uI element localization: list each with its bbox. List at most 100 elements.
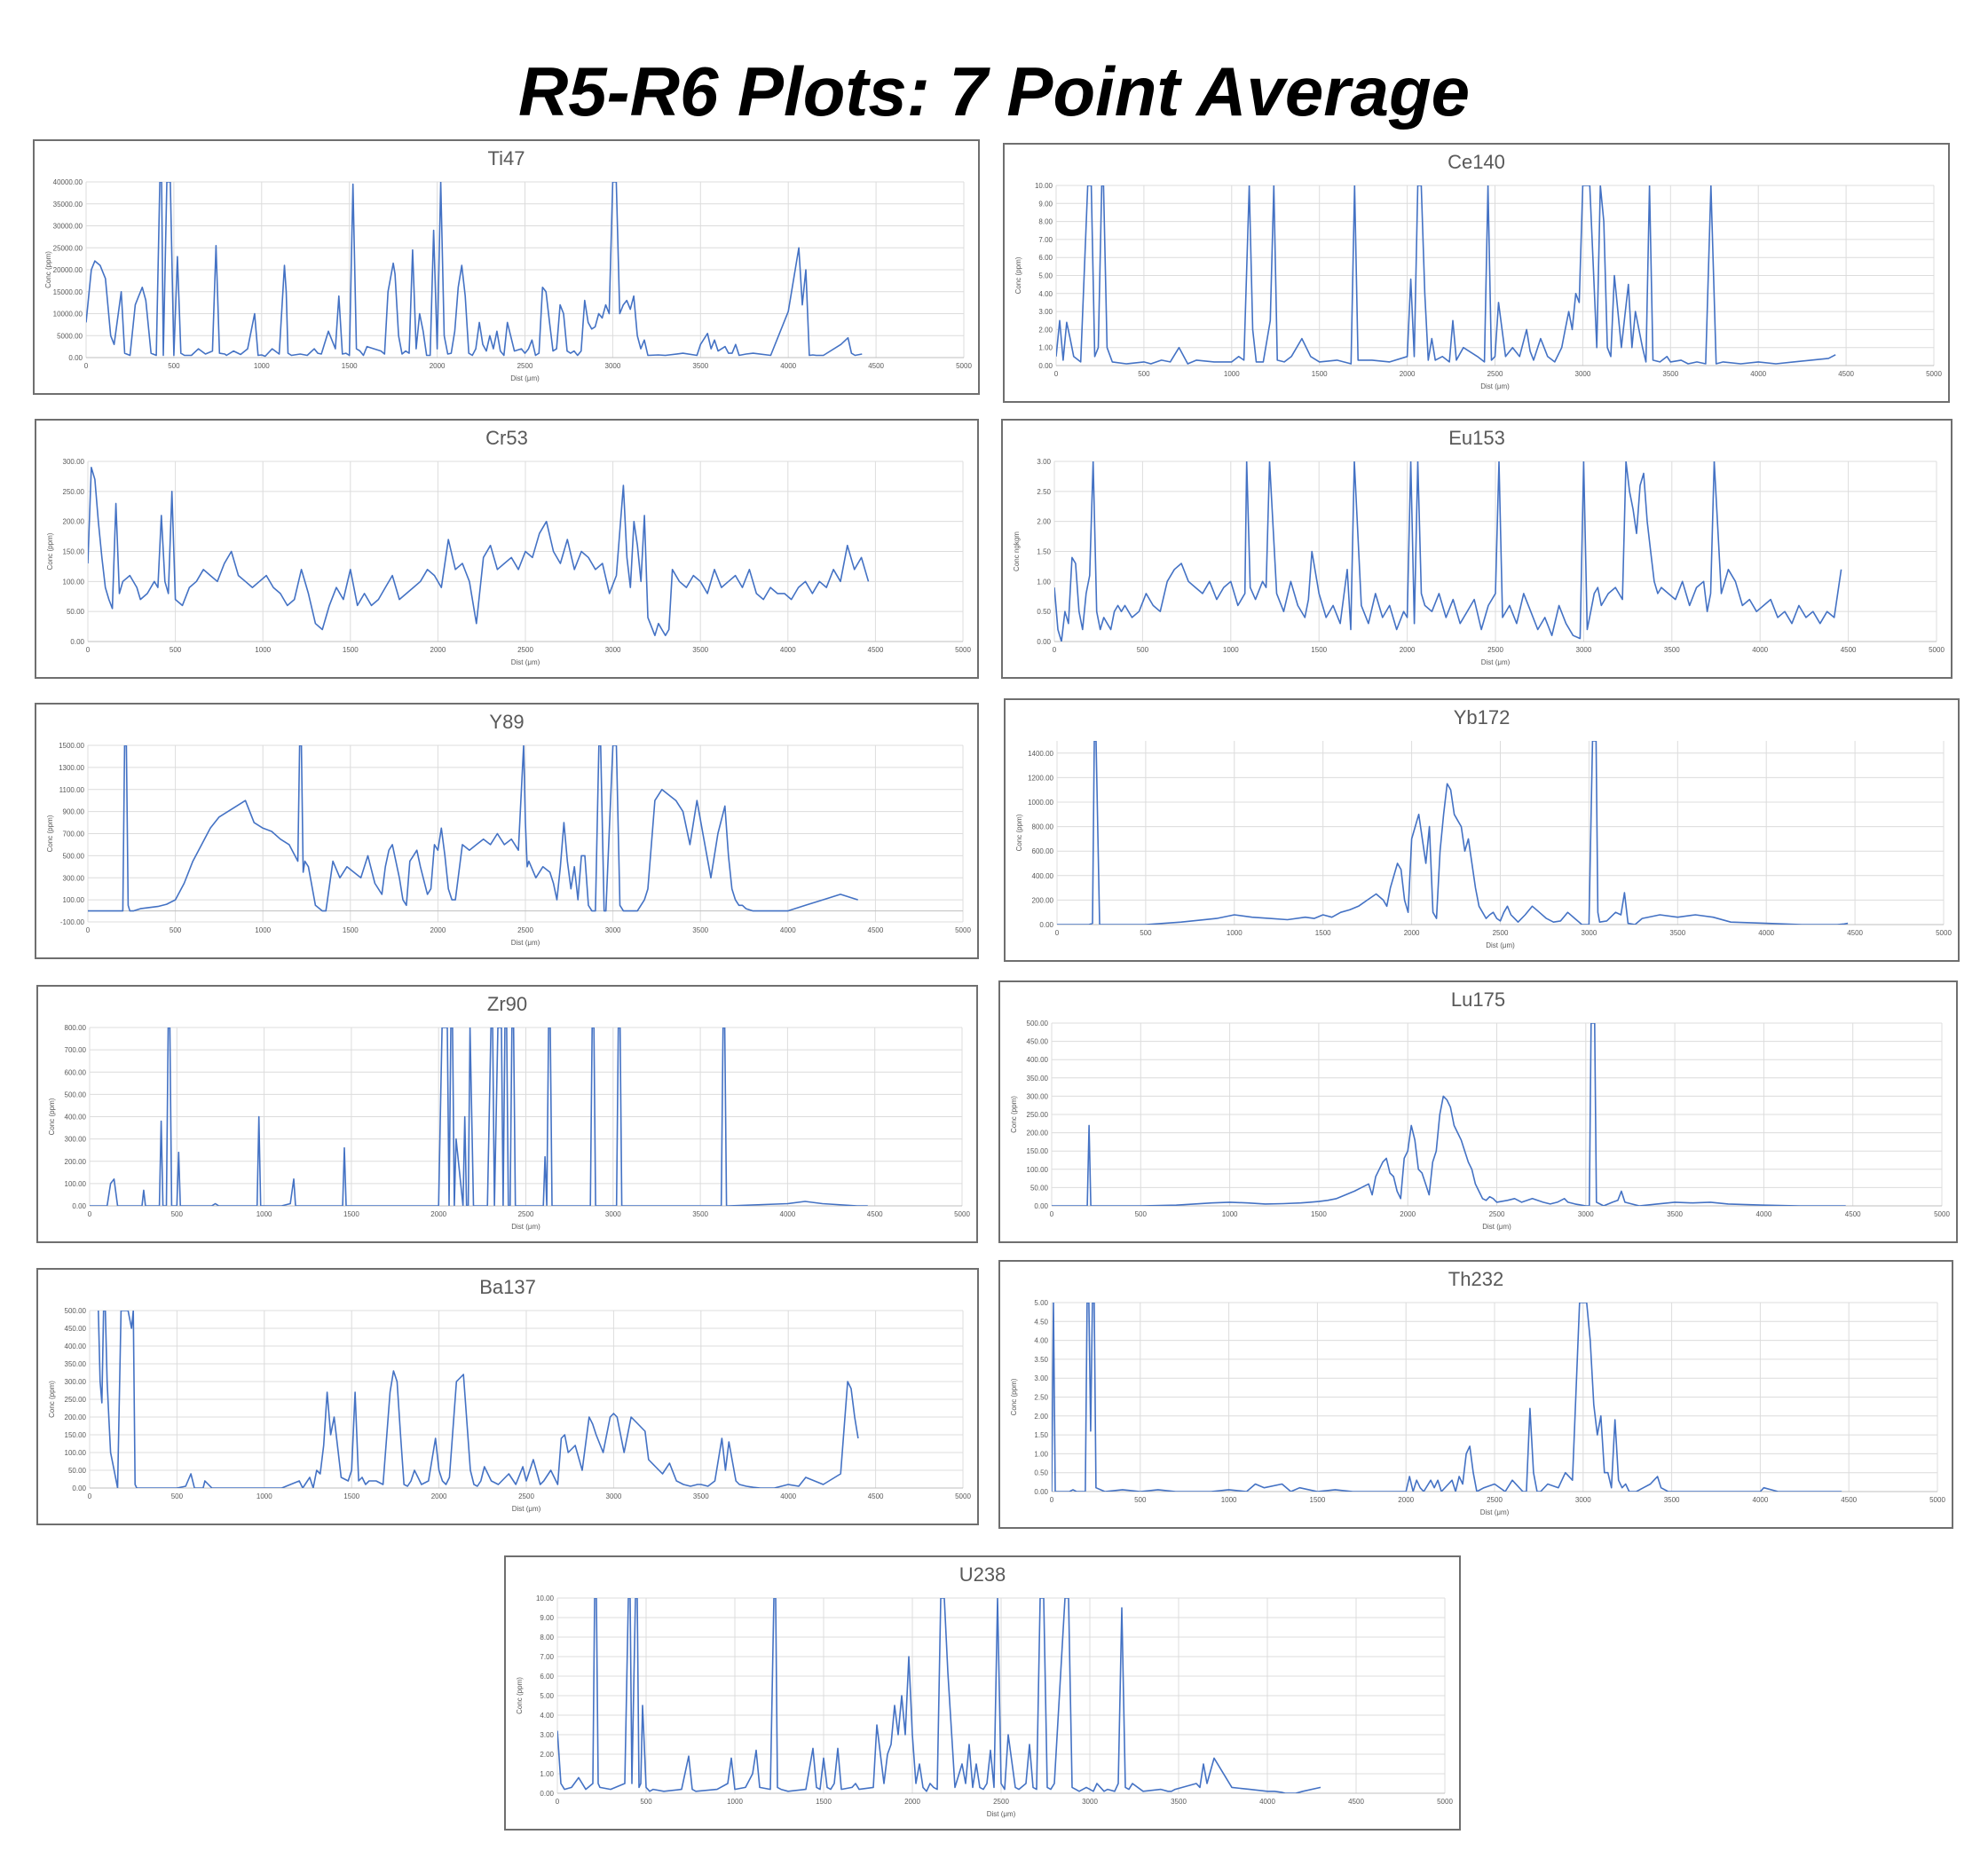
y-tick-label: 100.00 bbox=[65, 1180, 87, 1188]
y-tick-label: 2.00 bbox=[1038, 326, 1053, 334]
x-tick-label: 2500 bbox=[517, 926, 533, 934]
x-tick-label: 5000 bbox=[1437, 1798, 1453, 1806]
y-tick-label: 5000.00 bbox=[57, 332, 83, 340]
x-tick-label: 500 bbox=[1134, 1496, 1147, 1504]
y-tick-label: 35000.00 bbox=[53, 201, 83, 209]
x-tick-label: 4000 bbox=[780, 362, 796, 370]
series-line-ba137 bbox=[98, 1311, 859, 1488]
chart-svg-eu153: Eu153 0 500 1000 1500 2000 2500 3000 3500 4000 450… bbox=[1013, 427, 1945, 666]
x-tick-label: 3500 bbox=[692, 362, 708, 370]
y-axis-label: Conc ngkgm bbox=[1013, 531, 1021, 571]
y-tick-label: 10.00 bbox=[536, 1594, 555, 1602]
chart-panel-th232: Th232 0 500 1000 1500 2000 2500 3000 3500 4000 450… bbox=[998, 1260, 1953, 1529]
chart-panel-lu175: Lu175 0 500 1000 1500 2000 2500 3000 3500 4000 450… bbox=[998, 980, 1958, 1243]
x-axis-label: Dist (μm) bbox=[511, 1223, 540, 1231]
x-tick-label: 500 bbox=[171, 1210, 184, 1218]
y-tick-label: 1.00 bbox=[1034, 1450, 1048, 1458]
chart-panel-yb172: Yb172 0 500 1000 1500 2000 2500 3000 3500 4000 450… bbox=[1004, 698, 1960, 962]
chart-panel-ce140: Ce140 0 500 1000 1500 2000 2500 3000 3500 4000 450… bbox=[1003, 143, 1950, 403]
x-tick-label: 3000 bbox=[606, 1492, 622, 1500]
x-tick-label: 3500 bbox=[692, 646, 708, 654]
y-tick-label: 200.00 bbox=[65, 1413, 87, 1421]
y-tick-label: 1400.00 bbox=[1028, 750, 1053, 758]
series-line-lu175 bbox=[1052, 1023, 1846, 1206]
y-tick-label: 1200.00 bbox=[1028, 774, 1053, 782]
y-tick-label: 50.00 bbox=[67, 608, 85, 616]
x-tick-label: 1500 bbox=[1315, 929, 1331, 937]
x-tick-label: 1000 bbox=[255, 926, 271, 934]
x-tick-label: 4000 bbox=[780, 926, 796, 934]
y-tick-label: 800.00 bbox=[1032, 823, 1054, 831]
y-tick-label: 40000.00 bbox=[53, 178, 83, 186]
y-tick-label: 150.00 bbox=[63, 548, 85, 556]
series-line-zr90 bbox=[90, 1028, 868, 1206]
x-tick-label: 500 bbox=[1135, 1210, 1148, 1218]
x-tick-label: 1000 bbox=[256, 1210, 272, 1218]
x-tick-label: 1000 bbox=[1222, 1210, 1238, 1218]
x-tick-label: 1000 bbox=[1224, 370, 1240, 378]
chart-panel-y89: Y89 0 500 1000 1500 2000 2500 3000 3500 4000 4500 5… bbox=[35, 703, 979, 959]
y-axis-label: Conc (ppm) bbox=[1014, 256, 1022, 294]
y-tick-label: 10000.00 bbox=[53, 311, 83, 319]
x-tick-label: 4500 bbox=[1348, 1798, 1364, 1806]
x-tick-label: 4000 bbox=[1758, 929, 1774, 937]
x-tick-label: 4500 bbox=[868, 926, 884, 934]
x-axis-label: Dist (μm) bbox=[1480, 382, 1510, 390]
y-tick-label: 300.00 bbox=[65, 1136, 87, 1144]
y-axis-label: Conc (ppm) bbox=[1010, 1378, 1018, 1415]
x-tick-label: 3500 bbox=[692, 926, 708, 934]
chart-panel-cr53: Cr53 0 500 1000 1500 2000 2500 3000 3500 4000 4500… bbox=[35, 419, 979, 679]
x-tick-label: 2500 bbox=[993, 1798, 1009, 1806]
y-tick-label: 700.00 bbox=[63, 831, 85, 839]
x-axis-label: Dist (μm) bbox=[1482, 1223, 1511, 1231]
y-tick-label: 1300.00 bbox=[59, 764, 84, 772]
x-tick-label: 4000 bbox=[780, 646, 796, 654]
x-tick-label: 2500 bbox=[518, 1492, 534, 1500]
x-tick-label: 2500 bbox=[1487, 1496, 1503, 1504]
y-tick-label: 1.00 bbox=[1038, 344, 1053, 352]
y-axis-label: Conc (ppm) bbox=[516, 1677, 524, 1714]
x-tick-label: 2500 bbox=[1489, 1210, 1505, 1218]
x-tick-label: 5000 bbox=[1936, 929, 1952, 937]
x-tick-label: 2500 bbox=[517, 646, 533, 654]
chart-svg-lu175: Lu175 0 500 1000 1500 2000 2500 3000 3500 4000 450… bbox=[1010, 988, 1950, 1231]
x-tick-label: 2500 bbox=[1493, 929, 1509, 937]
x-tick-label: 3000 bbox=[1082, 1798, 1098, 1806]
x-axis-label: Dist (μm) bbox=[1480, 1508, 1510, 1516]
x-tick-label: 0 bbox=[1055, 929, 1060, 937]
y-tick-label: 400.00 bbox=[1027, 1056, 1049, 1064]
x-tick-label: 2000 bbox=[430, 646, 446, 654]
y-tick-label: 250.00 bbox=[65, 1396, 87, 1404]
x-tick-label: 0 bbox=[86, 646, 91, 654]
y-tick-label: 450.00 bbox=[65, 1325, 87, 1333]
x-tick-label: 1500 bbox=[1311, 646, 1327, 654]
chart-svg-cr53: Cr53 0 500 1000 1500 2000 2500 3000 3500 4000 4500… bbox=[46, 427, 971, 666]
y-tick-label: 4.00 bbox=[1038, 290, 1053, 298]
chart-panel-u238: U238 0 500 1000 1500 2000 2500 3000 3500 4000 4500… bbox=[504, 1555, 1461, 1831]
chart-title: Cr53 bbox=[485, 427, 528, 449]
y-tick-label: 400.00 bbox=[65, 1343, 87, 1350]
y-tick-label: 0.00 bbox=[1034, 1202, 1048, 1210]
x-tick-label: 3000 bbox=[1576, 646, 1592, 654]
x-tick-label: 1000 bbox=[256, 1492, 272, 1500]
x-axis-label: Dist (μm) bbox=[511, 658, 540, 666]
x-tick-label: 500 bbox=[1137, 646, 1149, 654]
y-tick-label: 300.00 bbox=[65, 1378, 87, 1386]
y-tick-label: 200.00 bbox=[1027, 1130, 1049, 1138]
x-tick-label: 5000 bbox=[954, 1210, 970, 1218]
x-tick-label: 500 bbox=[168, 362, 180, 370]
x-tick-label: 2500 bbox=[517, 362, 533, 370]
chart-title: Y89 bbox=[489, 711, 524, 733]
y-tick-label: 1500.00 bbox=[59, 742, 84, 750]
x-tick-label: 2000 bbox=[431, 1492, 447, 1500]
y-tick-label: 2.50 bbox=[1034, 1394, 1048, 1402]
y-tick-label: 2.00 bbox=[1037, 518, 1051, 526]
y-tick-label: 7.00 bbox=[1038, 236, 1053, 244]
x-tick-label: 4000 bbox=[1753, 1496, 1769, 1504]
y-tick-label: 5.00 bbox=[1034, 1299, 1048, 1307]
x-tick-label: 1500 bbox=[1310, 1496, 1326, 1504]
chart-title: Ce140 bbox=[1448, 151, 1505, 173]
chart-svg-ce140: Ce140 0 500 1000 1500 2000 2500 3000 3500 4000 450… bbox=[1014, 151, 1942, 390]
y-tick-label: 0.00 bbox=[70, 638, 84, 646]
series-line-ce140 bbox=[1056, 185, 1836, 365]
